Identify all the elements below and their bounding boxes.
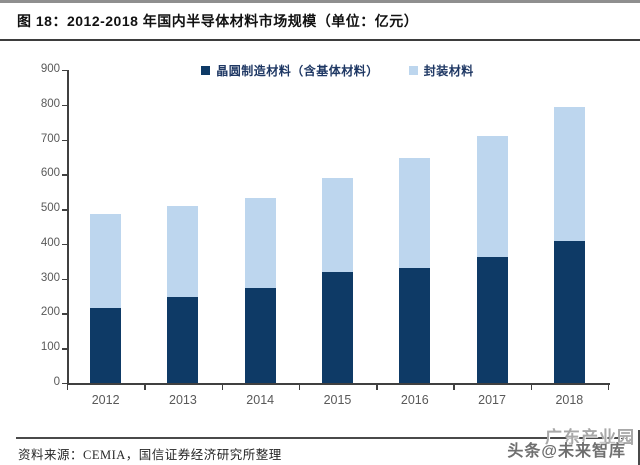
watermark-front: 头条@未来智库	[507, 443, 626, 460]
bar-segment-2012-s0	[90, 308, 122, 383]
x-axis-line	[67, 383, 610, 385]
x-axis-tick	[608, 384, 610, 390]
x-axis-category-label: 2015	[323, 393, 352, 407]
x-axis-category-label: 2018	[555, 393, 584, 407]
legend-swatch-packaging-icon	[408, 66, 418, 75]
footer-divider	[16, 437, 628, 439]
chart-legend: 晶圆制造材料（含基体材料） 封装材料	[67, 62, 608, 79]
x-axis-tick	[453, 384, 455, 390]
x-axis-tick	[221, 384, 223, 390]
bar-segment-2015-s1	[322, 177, 353, 272]
bar-segment-2017-s0	[476, 256, 508, 383]
y-axis-tick-label: 0	[53, 376, 60, 388]
x-axis-tick	[144, 384, 146, 390]
y-axis-tick	[62, 313, 67, 315]
bar-segment-2014-s0	[244, 288, 276, 383]
bar-segment-2015-s0	[322, 271, 353, 383]
y-axis-tick	[62, 243, 67, 246]
y-axis-tick	[62, 383, 67, 385]
y-axis-tick-label: 500	[40, 202, 60, 215]
bar-segment-2016-s1	[399, 157, 431, 268]
x-axis-category-label: 2014	[246, 393, 275, 407]
source-note: 资料来源：CEMIA，国信证券经济研究所整理	[18, 448, 282, 462]
figure-title-bar: 图 18：2012-2018 年国内半导体材料市场规模（单位：亿元）	[0, 0, 640, 41]
y-axis-line	[67, 70, 69, 383]
bar-segment-2018-s0	[553, 241, 585, 383]
figure-title: 图 18：2012-2018 年国内半导体材料市场规模（单位：亿元）	[17, 13, 419, 29]
y-axis-tick-label: 900	[40, 63, 60, 75]
bar-segment-2013-s1	[167, 205, 199, 298]
y-axis-tick-label: 100	[40, 341, 60, 354]
bar-segment-2013-s0	[167, 297, 199, 383]
legend-item-wafer: 晶圆制造材料（含基体材料）	[201, 62, 379, 79]
bar-segment-2017-s1	[476, 136, 508, 257]
bar-segment-2016-s0	[399, 267, 431, 383]
x-axis-tick	[376, 384, 378, 390]
legend-item-packaging: 封装材料	[408, 62, 474, 79]
x-axis-category-label: 2017	[478, 393, 506, 407]
legend-label-packaging: 封装材料	[423, 64, 474, 78]
y-axis-tick	[62, 174, 67, 176]
watermark-back: 广东产业园	[545, 428, 635, 447]
x-axis-category-label: 2012	[91, 393, 120, 407]
legend-swatch-wafer-icon	[201, 66, 211, 75]
y-axis-tick	[62, 348, 67, 350]
x-axis-tick	[298, 384, 301, 390]
y-axis-tick-label: 400	[40, 236, 60, 249]
x-axis-tick	[530, 384, 533, 390]
y-axis-tick	[62, 104, 67, 107]
x-axis-category-label: 2016	[400, 393, 429, 407]
y-axis-tick	[62, 278, 67, 281]
y-axis-tick-label: 200	[40, 306, 60, 319]
y-axis-tick	[62, 139, 67, 141]
y-axis-tick-label: 700	[40, 132, 60, 145]
y-axis-tick	[62, 70, 67, 72]
y-axis-tick	[62, 209, 67, 211]
y-axis-tick-label: 300	[40, 271, 60, 284]
x-axis-category-label: 2013	[169, 393, 197, 407]
bar-segment-2014-s1	[244, 197, 276, 289]
bar-segment-2012-s1	[90, 214, 122, 309]
x-axis-tick	[67, 384, 69, 390]
page-right-edge	[638, 430, 640, 465]
y-axis-tick-label: 600	[40, 167, 60, 180]
y-axis-tick-label: 800	[40, 97, 60, 110]
legend-label-wafer: 晶圆制造材料（含基体材料）	[216, 64, 379, 78]
bar-segment-2018-s1	[553, 107, 585, 242]
